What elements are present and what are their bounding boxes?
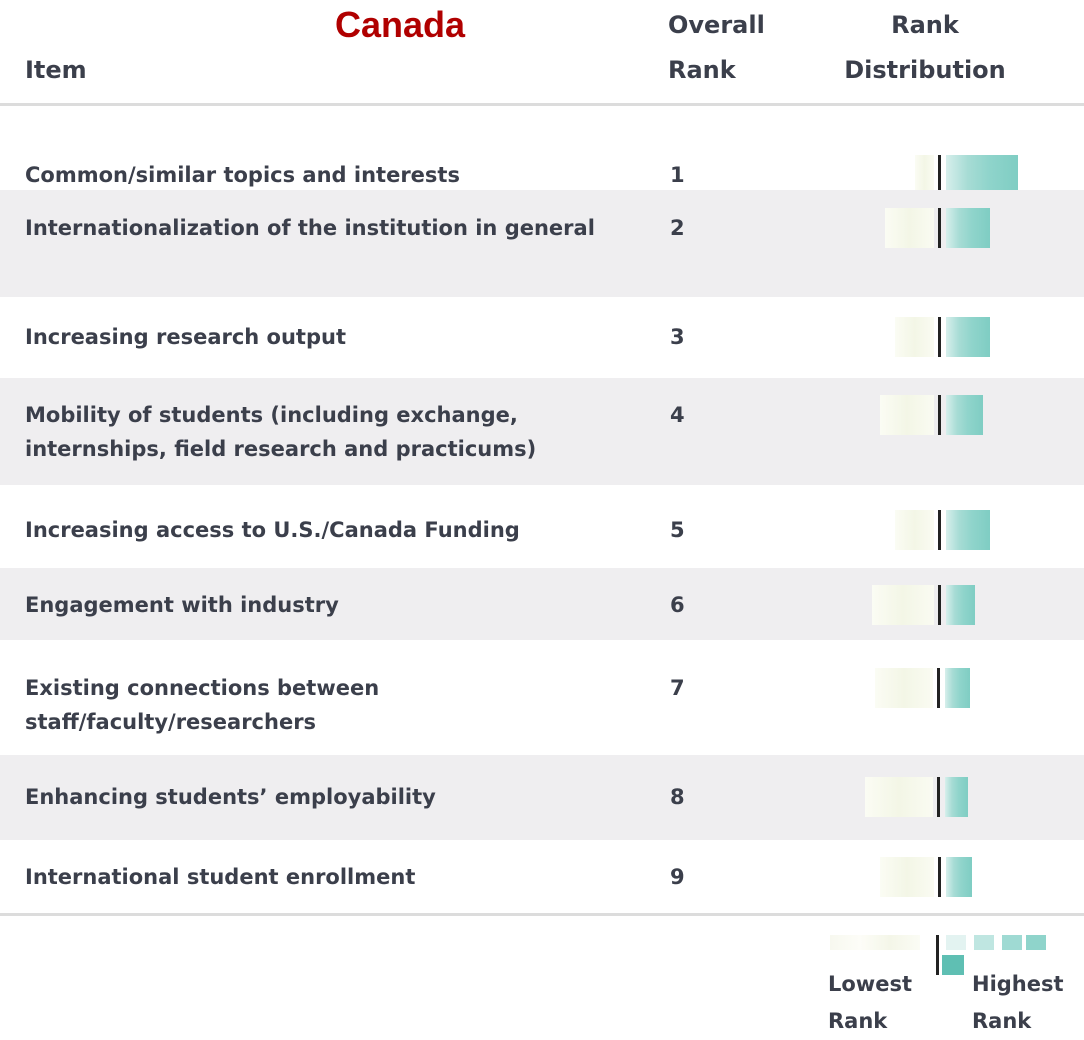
dist-teal (946, 585, 975, 625)
item-cell: Existing connections between staff/facul… (25, 676, 380, 734)
dist-light (885, 208, 934, 248)
header-distribution: Rank Distribution (844, 11, 1006, 84)
dist-teal (946, 857, 972, 897)
item-cell: International student enrollment (25, 865, 416, 889)
dist-teal (945, 777, 968, 817)
dist-light (875, 668, 933, 708)
dist-light (872, 585, 934, 625)
rank-cell: 5 (670, 518, 685, 542)
dist-teal (946, 317, 990, 357)
rank-cell: 1 (670, 163, 685, 187)
dist-light (865, 777, 933, 817)
rank-cell: 9 (670, 865, 685, 889)
dist-marker (937, 668, 940, 708)
dist-marker (938, 155, 941, 195)
dist-teal (946, 208, 990, 248)
legend-low: Lowest Rank (828, 972, 912, 1033)
header-item: Item (25, 56, 87, 84)
item-cell: Engagement with industry (25, 593, 339, 617)
dist-light (880, 395, 934, 435)
item-cell: Common/similar topics and interests (25, 163, 460, 187)
item-cell: Increasing access to U.S./Canada Funding (25, 518, 520, 542)
dist-marker (938, 317, 941, 357)
row-background (0, 122, 1084, 190)
dist-teal (946, 395, 983, 435)
dist-marker (938, 857, 941, 897)
dist-teal (946, 155, 1018, 195)
header-rule (0, 103, 1084, 106)
dist-marker (938, 510, 941, 550)
footer-rule (0, 913, 1084, 916)
dist-marker (938, 208, 941, 248)
rank-cell: 2 (670, 216, 685, 240)
item-cell: Internationalization of the institution … (25, 216, 595, 240)
legend-light (830, 935, 920, 950)
dist-marker (938, 585, 941, 625)
legend-swatch (942, 955, 964, 975)
dist-teal (946, 510, 990, 550)
legend-high: Highest Rank (972, 972, 1064, 1033)
dist-marker (938, 395, 941, 435)
item-cell: Mobility of students (including exchange… (25, 403, 537, 461)
legend-teal (946, 935, 1046, 950)
dist-light (895, 510, 934, 550)
rank-cell: 8 (670, 785, 685, 809)
item-cell: Increasing research output (25, 325, 346, 349)
dist-light (915, 155, 934, 195)
rank-cell: 6 (670, 593, 685, 617)
dist-teal (945, 668, 970, 708)
rank-cell: 4 (670, 403, 685, 427)
rank-cell: 3 (670, 325, 685, 349)
dist-marker (937, 777, 940, 817)
legend-marker (936, 935, 939, 975)
header-rank: Overall Rank (668, 11, 765, 84)
dist-light (880, 857, 934, 897)
dist-light (895, 317, 934, 357)
item-cell: Enhancing students’ employability (25, 785, 436, 809)
title: Canada (334, 4, 466, 45)
rank-cell: 7 (670, 676, 685, 700)
